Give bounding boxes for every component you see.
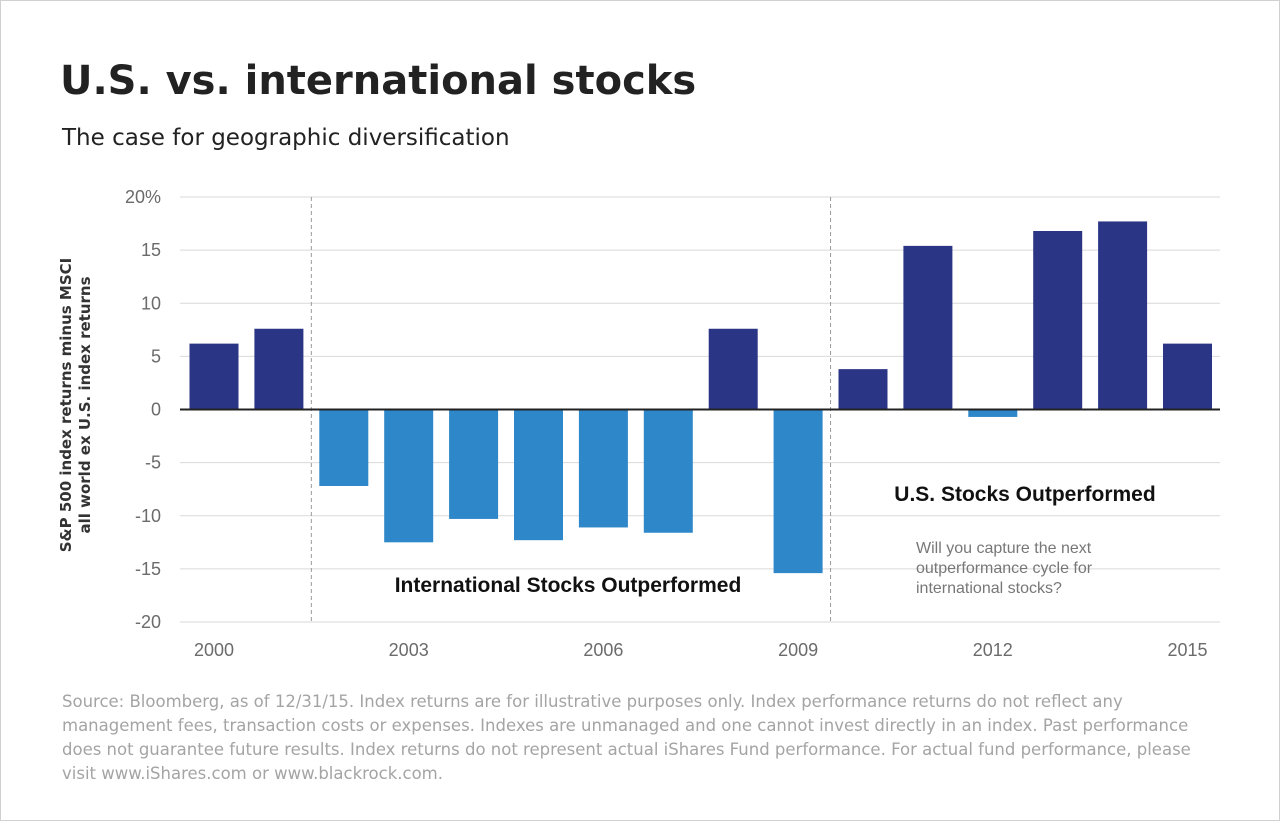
annotation-question-line-2: outperformance cycle for	[916, 560, 1093, 577]
bar-2011	[903, 245, 953, 410]
page-subtitle: The case for geographic diversification	[62, 125, 510, 151]
y-tick-label: 15	[141, 240, 161, 260]
x-tick-label: 2015	[1167, 640, 1207, 660]
y-tick-label: -15	[135, 559, 161, 579]
annotation-question-line-3: international stocks?	[916, 580, 1062, 597]
bar-2001	[254, 328, 304, 410]
y-tick-labels: 20% 15 10 5 0 -5 -10 -15 -20	[125, 187, 161, 632]
bar-layer	[189, 221, 1212, 574]
annotation-us-outperformed: U.S. Stocks Outperformed	[894, 483, 1155, 506]
y-tick-label: 5	[151, 346, 161, 366]
y-tick-label: 0	[151, 400, 161, 420]
bar-2012	[968, 409, 1018, 417]
y-tick-label: 10	[141, 293, 161, 313]
bar-2008	[708, 328, 758, 410]
annotations: International Stocks Outperformed U.S. S…	[395, 483, 1156, 597]
x-tick-labels: 2000 2003 2006 2009 2012 2015	[194, 640, 1208, 660]
annotation-question-line-1: Will you capture the next	[916, 540, 1092, 557]
source-note: Source: Bloomberg, as of 12/31/15. Index…	[62, 692, 1191, 783]
bar-2009	[773, 409, 823, 574]
x-tick-label: 2006	[583, 640, 623, 660]
bar-2007	[643, 409, 693, 533]
bar-2004	[449, 409, 499, 519]
bar-2010	[838, 369, 888, 410]
bar-2000	[189, 343, 239, 410]
y-tick-label: -20	[135, 612, 161, 632]
x-tick-label: 2003	[389, 640, 429, 660]
bar-2014	[1098, 221, 1148, 410]
x-tick-label: 2000	[194, 640, 234, 660]
x-tick-label: 2012	[973, 640, 1013, 660]
annotation-international-outperformed: International Stocks Outperformed	[395, 574, 742, 597]
bar-2013	[1033, 231, 1083, 410]
bar-2005	[514, 409, 563, 541]
y-tick-label: -5	[145, 453, 161, 473]
bar-2003	[384, 409, 434, 543]
bar-2015	[1163, 343, 1212, 410]
bar-2006	[578, 409, 628, 528]
y-tick-label: 20%	[125, 187, 161, 207]
page-title: U.S. vs. international stocks	[60, 58, 697, 104]
y-tick-label: -10	[135, 506, 161, 526]
x-tick-label: 2009	[778, 640, 818, 660]
bar-2002	[319, 409, 369, 486]
